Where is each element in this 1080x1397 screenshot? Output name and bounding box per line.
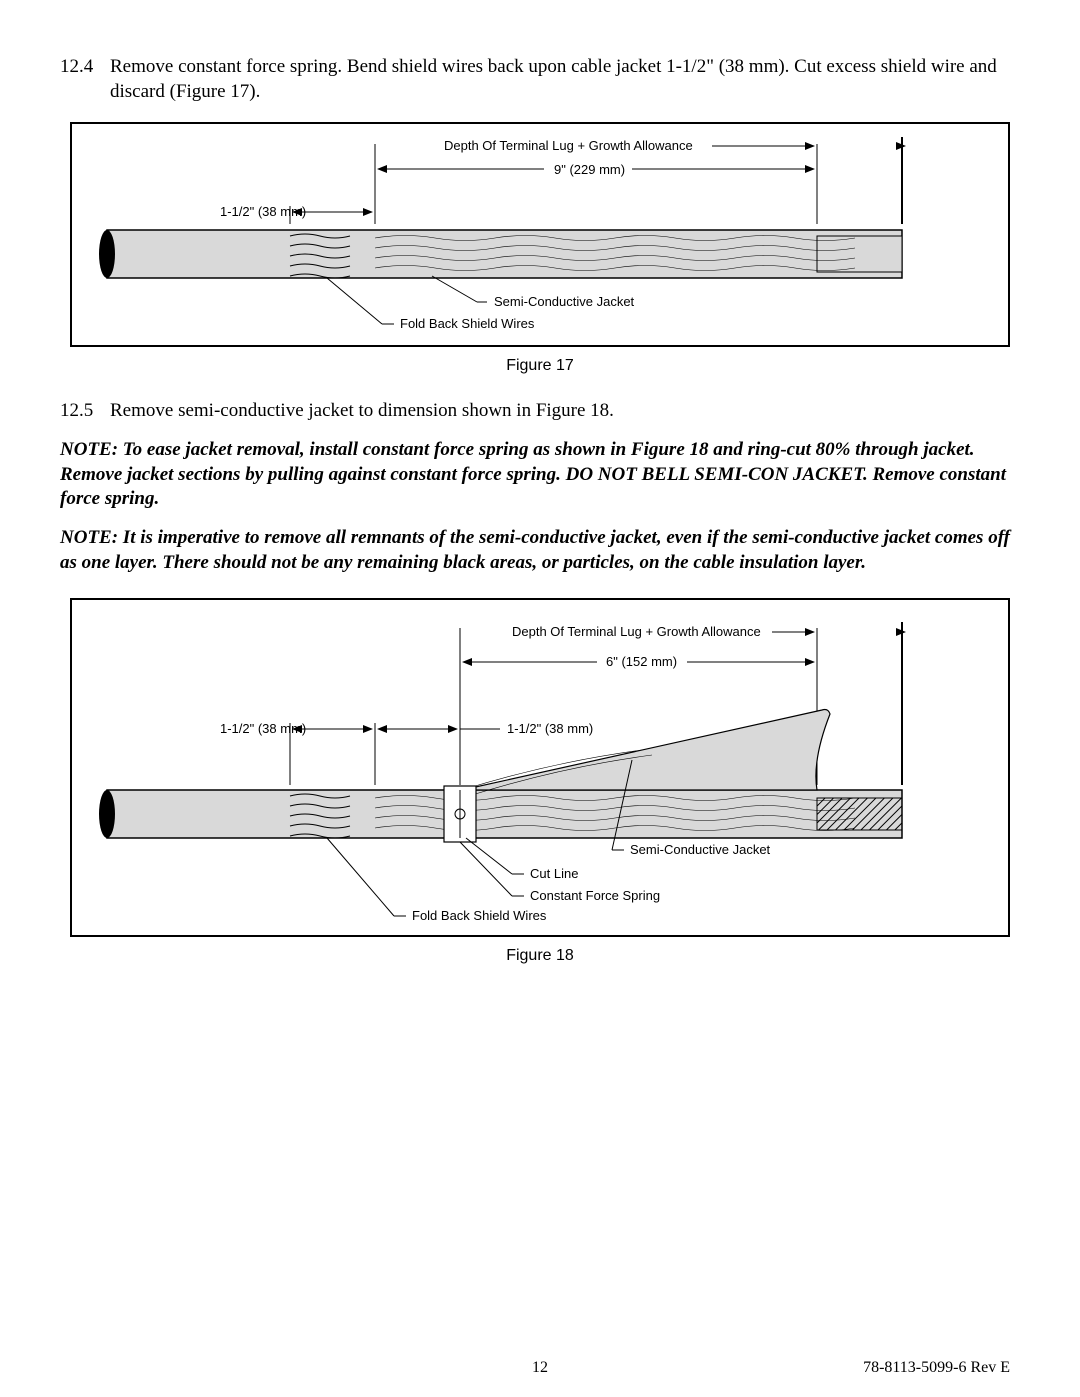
step-text: Remove constant force spring. Bend shiel… (110, 55, 1020, 104)
fig18-dim-1-5b: 1-1/2" (38 mm) (507, 721, 593, 736)
figure-17-svg: Depth Of Terminal Lug + Growth Allowance… (72, 124, 1008, 340)
figure-18-svg: Depth Of Terminal Lug + Growth Allowance… (72, 600, 1008, 930)
step-number: 12.4 (60, 55, 110, 104)
fig18-label-fold: Fold Back Shield Wires (412, 908, 547, 923)
fig18-label-cut: Cut Line (530, 866, 578, 881)
fig18-label-semi: Semi-Conductive Jacket (630, 842, 771, 857)
figure-18-box: Depth Of Terminal Lug + Growth Allowance… (70, 598, 1010, 937)
note-2: NOTE: It is imperative to remove all rem… (60, 526, 1020, 575)
fig17-label-semi: Semi-Conductive Jacket (494, 294, 635, 309)
fig17-dim-9: 9" (229 mm) (554, 162, 625, 177)
figure-17-box: Depth Of Terminal Lug + Growth Allowance… (70, 122, 1010, 347)
figure-18-caption: Figure 18 (60, 947, 1020, 965)
cable-body (99, 230, 902, 278)
figure-17-caption: Figure 17 (60, 357, 1020, 375)
note-1: NOTE: To ease jacket removal, install co… (60, 438, 1020, 512)
fig17-label-fold: Fold Back Shield Wires (400, 316, 535, 331)
step-12-4: 12.4 Remove constant force spring. Bend … (60, 55, 1020, 104)
footer-rev: 78-8113-5099-6 Rev E (863, 1359, 1010, 1377)
fig18-dim-6: 6" (152 mm) (606, 654, 677, 669)
fig17-dim-top: Depth Of Terminal Lug + Growth Allowance (444, 138, 693, 153)
page: 12.4 Remove constant force spring. Bend … (0, 0, 1080, 1397)
step-text: Remove semi-conductive jacket to dimensi… (110, 399, 1020, 424)
step-12-5: 12.5 Remove semi-conductive jacket to di… (60, 399, 1020, 424)
fig18-label-spring: Constant Force Spring (530, 888, 660, 903)
fig18-dim-top: Depth Of Terminal Lug + Growth Allowance (512, 624, 761, 639)
step-number: 12.5 (60, 399, 110, 424)
